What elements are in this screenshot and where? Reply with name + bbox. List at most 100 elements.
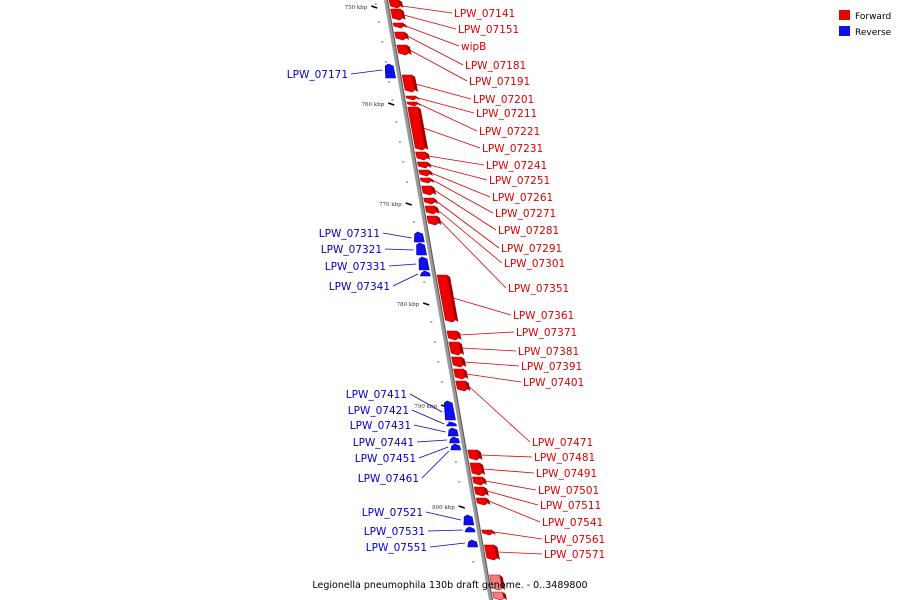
gene-label-lpw-07541: LPW_07541 [542,517,603,529]
forward-gene-block [405,95,417,101]
gene-label-lpw-07221: LPW_07221 [479,126,540,138]
gene-label-lpw-07141: LPW_07141 [454,8,515,20]
forward-gene-block [415,151,428,161]
reverse-gene-block [445,421,457,427]
leader-line [494,531,543,540]
gene-label-lpw-07281: LPW_07281 [498,225,559,237]
scale-tick [458,505,465,509]
reverse-gene-block [464,526,476,533]
scale-tick-label: 790 kbp [414,404,437,410]
forward-gene-shade [447,275,459,322]
leader-line [350,69,383,75]
leader-line [437,209,503,264]
gene-labels: LPW_07141 LPW_07151 wipB LPW_07181 LPW_07191… [287,8,605,561]
leader-line [384,248,414,251]
scale-tick-label: 780 kbp [397,302,420,308]
forward-gene-shade [404,32,409,40]
scale-ticks: 750 kbp 760 kbp 770 kbp 780 kbp 790 kbp 800 k… [345,5,465,511]
legend-label-forward: Forward [855,12,891,22]
forward-gene-shade [499,575,506,590]
label-leaders [350,5,543,555]
leader-line [418,97,475,114]
legend-label-reverse: Reverse [855,28,892,38]
legend: Forward Reverse [839,10,892,38]
leader-line [432,179,494,214]
gene-label-lpw-07341: LPW_07341 [329,281,390,293]
forward-gene-block [467,449,480,461]
forward-gene-block [418,169,431,177]
forward-gene-block [469,462,483,476]
forward-gene-shade [431,186,437,195]
genome-axis-shadow [387,0,493,600]
legend-swatch-forward [839,10,850,20]
scale-tick-label: 800 kbp [432,505,455,511]
gene-label-lpw-07251: LPW_07251 [489,175,550,187]
leader-line [486,490,539,506]
forward-gene-shade [430,178,435,183]
leader-line [468,385,531,443]
forward-gene-block [448,341,462,356]
leader-line [403,14,457,30]
gene-label-lpw-07271: LPW_07271 [495,208,556,220]
leader-line [421,450,450,479]
scale-tick [405,202,412,206]
gene-label-lpw-07461: LPW_07461 [358,473,419,485]
scale-tick [387,102,395,106]
forward-gene-shade [435,206,440,214]
leader-line [413,424,446,433]
leader-line [392,273,419,287]
leader-line [483,468,535,474]
forward-gene-block [424,205,437,215]
leader-line [407,35,464,66]
gene-label-lpw-07381: LPW_07381 [518,346,579,358]
forward-gene-shade [463,369,469,379]
gene-label-lpw-07571: LPW_07571 [544,549,605,561]
forward-gene-block [451,356,464,368]
leader-line [405,25,460,47]
reverse-gene-block [419,270,431,277]
reverse-gene-block [418,256,430,271]
gene-label-lpw-07431: LPW_07431 [350,420,411,432]
forward-gene-shade [417,107,429,150]
scale-tick-label: 750 kbp [345,5,368,11]
leader-line [429,164,488,181]
forward-gene-shade [400,9,406,20]
leader-line [459,331,515,336]
leader-line [388,263,417,267]
reverse-gene-block [450,443,462,451]
leader-line [423,127,481,149]
leader-line [418,446,449,459]
gene-label-lpw-07151: LPW_07151 [458,24,519,36]
forward-gene-shade [494,545,500,560]
gene-label-lpw-07361: LPW_07361 [513,310,574,322]
leader-line [419,103,478,132]
gene-label-lpw-07391: LPW_07391 [521,361,582,373]
forward-gene-block [472,476,485,486]
gene-label-lpw-07181: LPW_07181 [465,60,526,72]
leader-line [435,200,500,249]
leader-line [434,189,497,231]
leader-line [461,347,517,352]
gene-label-lpw-07441: LPW_07441 [353,437,414,449]
forward-gene-shade [477,450,483,460]
forward-gene-shade [465,381,471,391]
gene-label-lpw-07521: LPW_07521 [362,507,423,519]
forward-gene-block [489,574,503,591]
forward-gene-shade [458,342,465,355]
forward-gene-shade [415,96,420,100]
leader-line [480,454,533,458]
forward-gene-block [455,380,468,392]
gene-label-lpw-07411: LPW_07411 [346,389,407,401]
reverse-gene-block [463,514,475,526]
leader-line [485,480,537,491]
gene-label-lpw-07331: LPW_07331 [325,261,386,273]
leader-line [431,172,491,198]
forward-gene-block [453,368,466,380]
gene-label-lpw-07501: LPW_07501 [538,485,599,497]
forward-gene-block [390,8,403,21]
gene-label-lpw-07241: LPW_07241 [486,160,547,172]
forward-gene-block [416,161,429,169]
leader-line [453,297,512,316]
forward-gene-block [419,177,432,184]
